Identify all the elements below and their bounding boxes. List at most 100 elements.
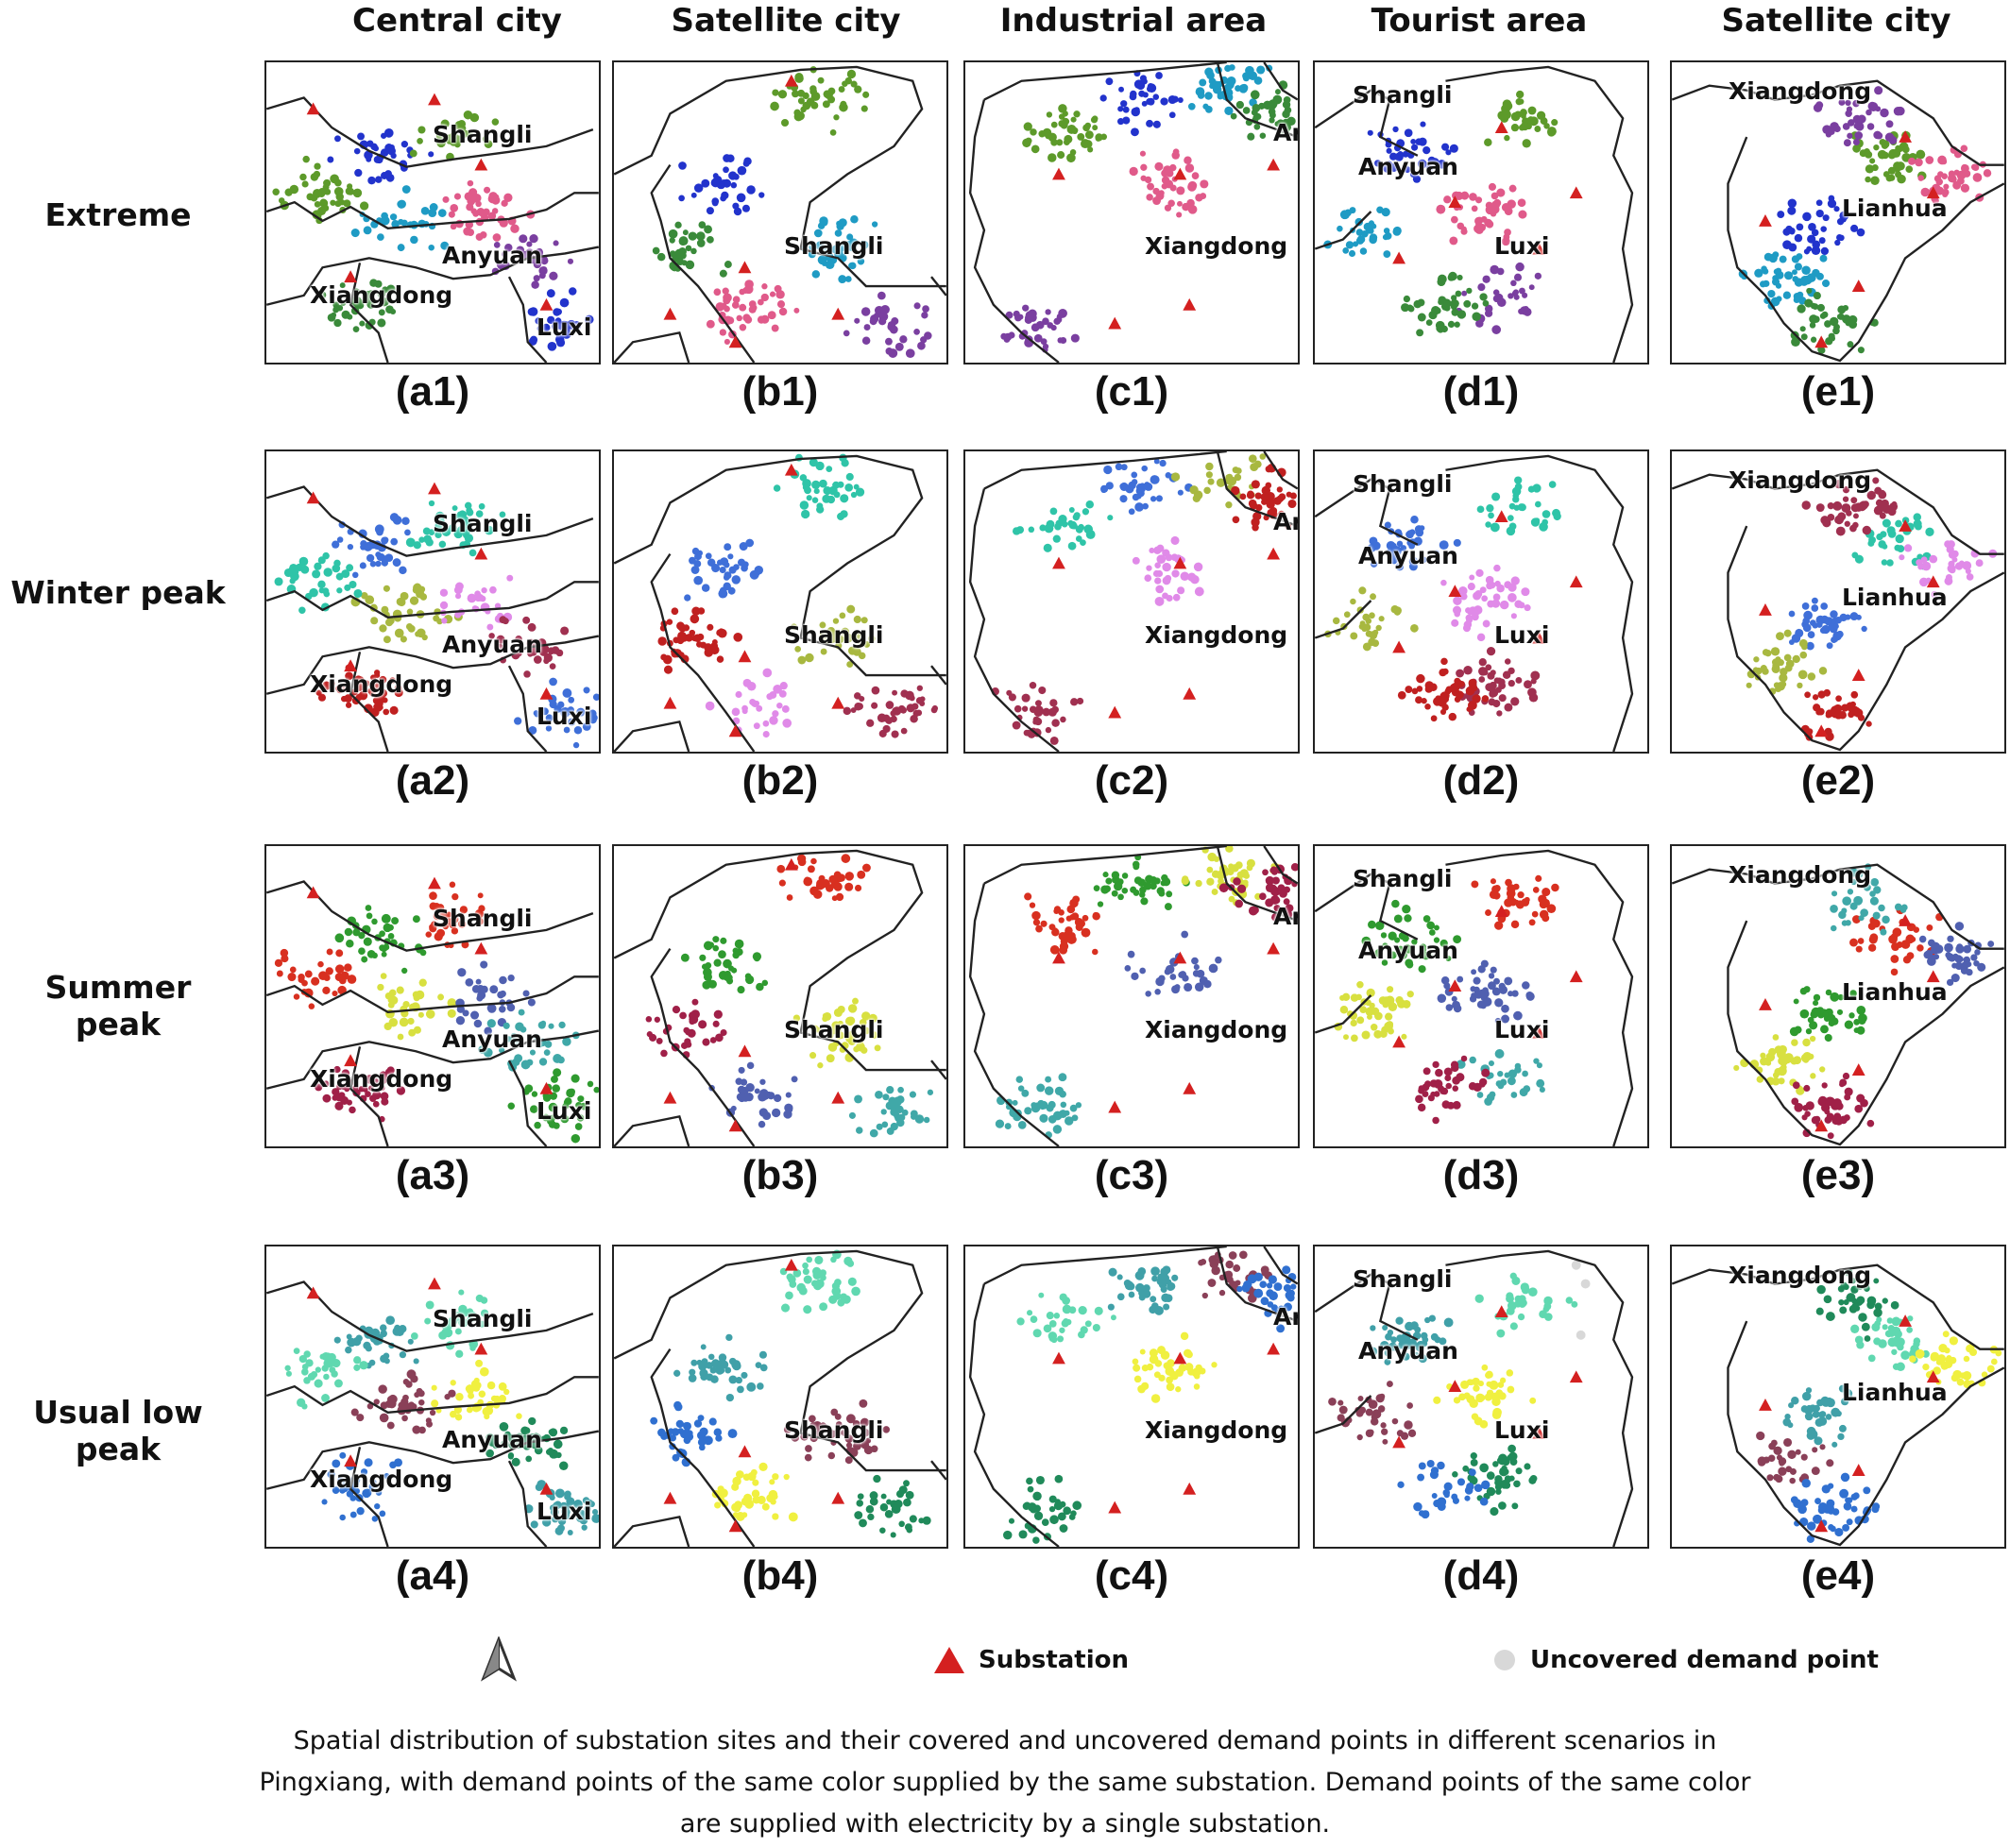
demand-point xyxy=(1867,101,1877,111)
demand-point xyxy=(401,517,410,526)
demand-point xyxy=(1571,1300,1578,1308)
demand-point xyxy=(1373,1029,1383,1039)
demand-point xyxy=(1498,694,1507,703)
demand-point xyxy=(326,948,333,956)
demand-point xyxy=(1528,284,1535,291)
demand-point xyxy=(1460,1380,1470,1389)
demand-point xyxy=(1414,525,1423,534)
demand-point xyxy=(308,1003,315,1009)
demand-point xyxy=(855,487,865,497)
demand-point xyxy=(1530,678,1537,685)
demand-point xyxy=(528,337,537,346)
demand-point xyxy=(1142,502,1149,510)
demand-point xyxy=(1495,687,1502,693)
demand-point xyxy=(669,1443,676,1450)
demand-point xyxy=(547,315,555,325)
demand-point xyxy=(400,636,407,643)
demand-point xyxy=(449,881,456,889)
demand-point xyxy=(1434,1079,1441,1087)
demand-point xyxy=(440,119,450,128)
demand-point xyxy=(1415,138,1422,145)
demand-point xyxy=(683,1421,691,1431)
demand-point xyxy=(1177,586,1185,595)
demand-point xyxy=(1479,1077,1488,1087)
demand-point xyxy=(871,221,878,228)
demand-point xyxy=(466,1406,473,1414)
demand-point xyxy=(1805,1387,1813,1394)
demand-point xyxy=(1070,116,1077,123)
demand-point xyxy=(1474,196,1483,204)
demand-point xyxy=(363,1488,372,1498)
place-name-anyuan: Anyuan xyxy=(442,631,542,658)
demand-point xyxy=(1885,174,1894,182)
demand-point xyxy=(1973,959,1980,967)
demand-point xyxy=(689,1368,696,1376)
demand-point xyxy=(1116,1293,1125,1301)
demand-point xyxy=(1844,520,1850,527)
substation-marker xyxy=(1899,1314,1913,1327)
demand-point xyxy=(1216,478,1226,487)
demand-point xyxy=(1238,1250,1248,1260)
demand-point xyxy=(861,1011,871,1021)
demand-point xyxy=(572,741,580,749)
demand-point xyxy=(1843,1501,1852,1511)
demand-point xyxy=(1812,694,1819,701)
demand-point xyxy=(419,949,427,957)
demand-point xyxy=(1506,1369,1514,1377)
demand-point xyxy=(1203,486,1211,495)
demand-point xyxy=(1778,1467,1787,1476)
demand-point xyxy=(854,703,862,711)
demand-point xyxy=(576,1515,584,1522)
demand-point xyxy=(878,729,887,738)
demand-point xyxy=(1218,883,1229,893)
demand-point xyxy=(446,911,452,918)
demand-point xyxy=(330,199,336,206)
district-boundary xyxy=(614,849,946,1072)
demand-point xyxy=(380,215,390,226)
demand-point xyxy=(1821,624,1831,635)
demand-point xyxy=(1287,499,1297,509)
demand-point xyxy=(1733,1064,1740,1072)
demand-point xyxy=(368,1085,375,1092)
demand-point xyxy=(1266,497,1275,506)
demand-point xyxy=(750,1468,758,1476)
district-boundary xyxy=(1727,525,2004,752)
demand-point xyxy=(1879,512,1886,519)
demand-point xyxy=(1355,993,1362,1001)
substation-marker xyxy=(1851,1063,1865,1076)
demand-point xyxy=(691,547,700,555)
demand-point xyxy=(533,261,541,269)
demand-point xyxy=(1274,121,1281,127)
demand-point xyxy=(1224,106,1234,115)
demand-point xyxy=(1139,1348,1146,1355)
demand-point xyxy=(355,301,363,308)
demand-point xyxy=(1915,1348,1925,1359)
demand-point xyxy=(1518,1301,1525,1308)
demand-point xyxy=(791,623,797,631)
demand-point xyxy=(1799,987,1808,995)
demand-point xyxy=(1122,116,1131,125)
demand-point xyxy=(1008,1517,1015,1524)
demand-point xyxy=(754,1088,760,1094)
demand-point xyxy=(1420,121,1426,127)
demand-point xyxy=(1772,1034,1780,1041)
map-svg xyxy=(968,1246,1298,1547)
demand-point xyxy=(484,140,493,148)
demand-point xyxy=(337,985,347,995)
demand-point xyxy=(404,529,411,536)
demand-point xyxy=(1063,1506,1072,1516)
demand-point xyxy=(1943,183,1950,190)
demand-point xyxy=(1200,193,1207,199)
demand-point xyxy=(1045,309,1051,315)
substation-marker xyxy=(1899,519,1913,532)
demand-point xyxy=(701,178,710,188)
district-boundary xyxy=(1315,994,1372,1034)
demand-point xyxy=(716,655,724,663)
demand-point xyxy=(431,1399,439,1408)
demand-point xyxy=(381,913,391,924)
demand-point xyxy=(846,604,856,614)
demand-point xyxy=(1116,1274,1123,1280)
demand-point xyxy=(461,129,469,138)
demand-point xyxy=(1458,586,1468,596)
demand-point xyxy=(1256,65,1266,75)
